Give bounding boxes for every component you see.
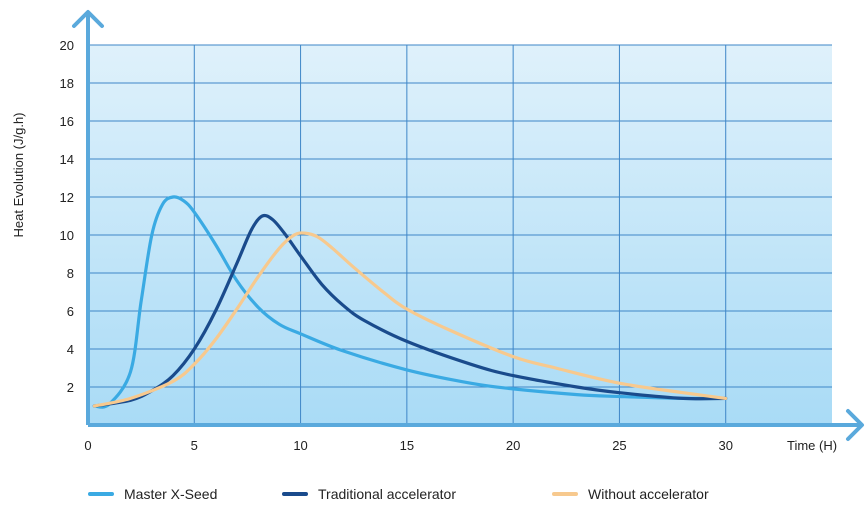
legend-label-without-accelerator: Without accelerator [588, 486, 709, 502]
legend-swatch-traditional-accelerator [282, 492, 308, 496]
y-tick-label-4: 4 [67, 342, 74, 357]
legend-swatch-without-accelerator [552, 492, 578, 496]
y-tick-label-2: 2 [67, 380, 74, 395]
legend-label-traditional-accelerator: Traditional accelerator [318, 486, 456, 502]
legend-swatch-master-x-seed [88, 492, 114, 496]
x-tick-label-25: 25 [612, 438, 626, 453]
y-tick-label-14: 14 [60, 152, 74, 167]
legend-item-traditional-accelerator: Traditional accelerator [282, 486, 456, 502]
y-tick-label-16: 16 [60, 114, 74, 129]
y-tick-label-8: 8 [67, 266, 74, 281]
x-tick-label-30: 30 [718, 438, 732, 453]
x-tick-label-5: 5 [191, 438, 198, 453]
x-tick-label-0: 0 [84, 438, 91, 453]
y-tick-label-18: 18 [60, 76, 74, 91]
legend-item-master-x-seed: Master X-Seed [88, 486, 217, 502]
grid [88, 44, 832, 425]
y-axis-title: Heat Evolution (J/g.h) [11, 112, 26, 237]
x-axis-arrow-icon [846, 409, 864, 441]
y-tick-label-6: 6 [67, 304, 74, 319]
series-line-master-x-seed [92, 195, 728, 409]
tick-labels: 2 4 6 8 10 12 14 16 18 20 0 5 10 15 20 25 30 [60, 38, 733, 453]
y-axis-arrow-icon [72, 10, 104, 28]
x-tick-label-10: 10 [293, 438, 307, 453]
y-tick-label-12: 12 [60, 190, 74, 205]
legend-item-without-accelerator: Without accelerator [552, 486, 709, 502]
x-tick-label-15: 15 [400, 438, 414, 453]
series-line-traditional-accelerator [92, 213, 728, 408]
series [92, 195, 728, 409]
x-axis-title: Time (H) [787, 438, 837, 453]
legend-label-master-x-seed: Master X-Seed [124, 486, 218, 502]
y-tick-label-20: 20 [60, 38, 74, 53]
y-tick-label-10: 10 [60, 228, 74, 243]
x-tick-label-20: 20 [506, 438, 520, 453]
series-line-without-accelerator [92, 231, 728, 408]
axes [72, 10, 864, 441]
legend: Master X-Seed Traditional accelerator Wi… [0, 486, 867, 508]
